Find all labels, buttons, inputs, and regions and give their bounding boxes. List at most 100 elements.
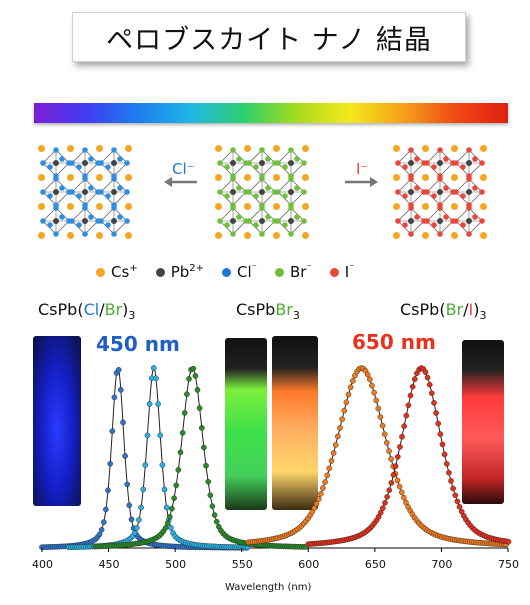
cs-atom [451, 232, 458, 239]
pb-atom [111, 160, 117, 166]
formula-center: CsPbBr3 [236, 300, 300, 323]
data-point [315, 496, 322, 502]
data-point [101, 519, 107, 525]
pb-atom [408, 218, 414, 224]
pb-atom [82, 189, 88, 195]
halide-atom [105, 193, 111, 199]
halide-atom [453, 218, 459, 224]
ion-legend: Cs+ Pb2+ Cl⁻ Br⁻ I⁻ [96, 263, 426, 281]
vial-yellow-orange-photo [272, 336, 318, 510]
halide-atom [466, 205, 472, 211]
data-point [388, 480, 395, 486]
data-point [366, 376, 373, 383]
cs-atom [273, 203, 280, 210]
data-point [382, 499, 388, 506]
halide-atom [230, 205, 236, 211]
cs-atom [244, 203, 251, 210]
data-point [431, 399, 437, 406]
series-3 [245, 365, 509, 548]
halide-atom [301, 160, 307, 166]
cs-atom [125, 174, 132, 181]
data-point [396, 483, 403, 490]
data-point [192, 373, 199, 379]
x-tick-label: 750 [498, 558, 519, 571]
halide-atom [431, 193, 437, 199]
halide-atom [408, 205, 414, 211]
halide-atom [117, 156, 123, 162]
pb-atom [466, 218, 472, 224]
halide-atom [460, 193, 466, 199]
halide-atom [275, 160, 281, 166]
halide-atom [443, 185, 449, 191]
data-point [441, 451, 448, 458]
halide-atom [59, 214, 65, 220]
pb-atom [466, 160, 472, 166]
halide-atom [437, 147, 443, 153]
data-point [138, 504, 144, 511]
data-point [211, 512, 218, 518]
data-point [411, 376, 418, 382]
x-axis-label: Wavelength (nm) [225, 582, 312, 593]
data-point [339, 416, 345, 423]
legend-dot [329, 267, 339, 277]
pb-atom [111, 189, 117, 195]
halide-atom [479, 189, 485, 195]
cs-atom [451, 145, 458, 152]
halide-atom [236, 185, 242, 191]
legend-item: Pb2+ [155, 263, 204, 281]
data-point [213, 518, 220, 525]
data-point [171, 495, 177, 502]
arrow-left-head [164, 177, 172, 187]
legend-dot [222, 267, 232, 277]
halide-atom [82, 231, 88, 237]
x-tick-label: 650 [364, 558, 386, 571]
halide-atom [47, 193, 53, 199]
cs-atom [273, 174, 280, 181]
pb-atom [230, 160, 236, 166]
data-point [136, 517, 142, 523]
data-point [443, 461, 450, 467]
halide-atom [98, 218, 104, 224]
halide-atom [301, 189, 307, 195]
cs-atom [302, 203, 309, 210]
halide-atom [424, 218, 430, 224]
legend-item: Cs+ [96, 263, 138, 281]
halide-atom [443, 156, 449, 162]
halide-atom [105, 164, 111, 170]
data-point [322, 479, 328, 485]
halide-atom [82, 176, 88, 182]
cs-atom [302, 145, 309, 152]
data-point [105, 487, 111, 494]
pb-atom [53, 189, 59, 195]
data-point [405, 402, 412, 409]
data-point [98, 527, 105, 533]
cs-atom [125, 145, 132, 152]
halide-atom [265, 156, 271, 162]
halide-atom [414, 156, 420, 162]
series-1 [65, 365, 251, 551]
data-point [131, 530, 138, 536]
data-point [150, 365, 157, 371]
data-point [128, 516, 135, 523]
halide-atom [479, 218, 485, 224]
halide-atom [288, 147, 294, 153]
series-line [68, 367, 249, 548]
data-point [450, 485, 456, 492]
data-point [456, 503, 463, 510]
halide-atom [282, 193, 288, 199]
halide-atom [265, 185, 271, 191]
cs-atom [67, 232, 74, 239]
pb-atom [437, 160, 443, 166]
data-point [161, 486, 168, 493]
data-point [324, 472, 331, 479]
halide-atom [472, 185, 478, 191]
halide-atom [453, 160, 459, 166]
cs-atom [302, 174, 309, 181]
data-point [181, 410, 188, 416]
halide-atom [217, 160, 223, 166]
halide-atom [408, 147, 414, 153]
page-title: ペロブスカイト ナノ 結晶 [72, 12, 466, 62]
cs-atom [480, 174, 487, 181]
data-point [437, 431, 444, 437]
data-point [207, 492, 214, 499]
